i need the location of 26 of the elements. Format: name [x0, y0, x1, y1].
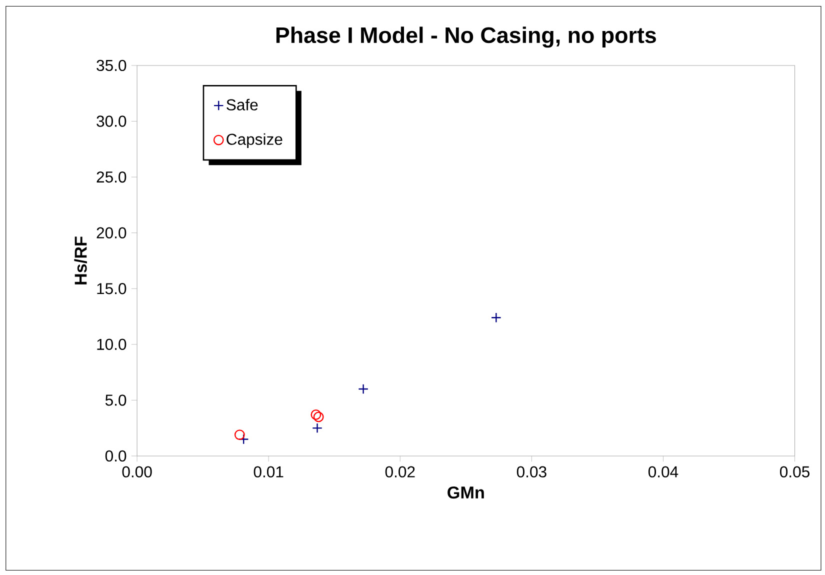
- y-tick-label: 10.0: [97, 338, 126, 350]
- x-tick-label: 0.05: [780, 466, 810, 478]
- y-axis-title: Hs/RF: [74, 236, 87, 284]
- point: [310, 409, 322, 420]
- y-tick-label: 35.0: [96, 60, 126, 72]
- x-tick-label: 0.03: [516, 466, 546, 478]
- x-axis-title: GMn: [448, 486, 484, 499]
- point: [490, 312, 502, 323]
- point: [358, 384, 369, 394]
- y-tick-label: 25.0: [96, 171, 126, 183]
- legend-label: Capsize: [226, 133, 282, 148]
- point: [313, 412, 324, 422]
- x-tick-label: 0.04: [648, 466, 678, 478]
- chart-title: Phase I Model - No Casing, no ports: [276, 26, 656, 48]
- y-tick-label: 0.0: [105, 450, 126, 462]
- point: [312, 422, 322, 434]
- y-tick-label: 30.0: [96, 116, 126, 127]
- legend-label: Safe: [226, 98, 258, 110]
- x-tick-label: 0.00: [122, 466, 152, 478]
- x-tick-label: 0.01: [254, 466, 284, 478]
- y-tick-label: 20.0: [96, 227, 126, 238]
- x-tick-label: 0.02: [385, 466, 415, 478]
- y-tick-label: 15.0: [97, 283, 126, 294]
- point: [238, 434, 249, 444]
- y-tick-label: 5.0: [105, 394, 126, 406]
- point: [234, 430, 245, 440]
